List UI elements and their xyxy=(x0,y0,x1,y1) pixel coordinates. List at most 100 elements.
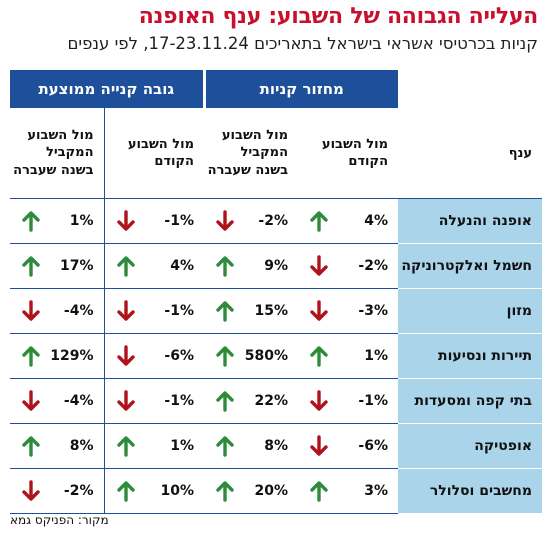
cell-value: 1% xyxy=(170,438,194,454)
cell-turnover-vs-prev-week: -3% xyxy=(298,288,399,334)
cell-value: 10% xyxy=(160,483,194,499)
arrow-down-icon xyxy=(22,480,40,501)
cell-avg-vs-prev-week: 4% xyxy=(103,243,204,289)
cell-turnover-vs-prev-week: -6% xyxy=(298,423,399,469)
sector-label: אופטיקה xyxy=(398,423,543,469)
group-header-avg-purchase: גובה קנייה ממוצעת xyxy=(10,70,204,108)
arrow-down-icon xyxy=(116,210,135,231)
cell-avg-vs-last-year: 1% xyxy=(10,198,104,244)
table-row: 8% 1% 8% -6% אופטיקה xyxy=(10,423,543,469)
cell-avg-vs-last-year: 129% xyxy=(10,333,104,379)
arrow-up-icon xyxy=(216,391,234,412)
cell-value: -1% xyxy=(164,393,194,409)
cell-turnover-vs-last-year: 9% xyxy=(204,243,298,289)
table-row: 1% -1% -2% 4% אופנה והנעלה xyxy=(10,198,543,244)
cell-turnover-vs-prev-week: 1% xyxy=(298,333,399,379)
cell-turnover-vs-prev-week: 4% xyxy=(298,198,399,244)
cell-value: 4% xyxy=(364,213,389,229)
cell-avg-vs-last-year: -4% xyxy=(10,288,104,334)
cell-value: 20% xyxy=(254,483,288,499)
cell-value: 17% xyxy=(59,258,94,274)
cell-value: -4% xyxy=(63,303,94,319)
cell-turnover-vs-last-year: 580% xyxy=(204,333,298,379)
arrow-up-icon xyxy=(310,346,328,367)
cell-avg-vs-prev-week: -6% xyxy=(103,333,204,379)
cell-turnover-vs-prev-week: -2% xyxy=(298,243,399,289)
arrow-up-icon xyxy=(216,256,234,277)
sector-label: מחשבים וסלולר xyxy=(398,468,543,514)
arrow-down-icon xyxy=(310,300,328,321)
cell-value: -2% xyxy=(258,213,288,229)
arrow-up-icon xyxy=(22,211,40,232)
cell-value: -2% xyxy=(63,483,94,499)
arrow-down-icon xyxy=(310,435,328,456)
cell-turnover-vs-last-year: 22% xyxy=(204,378,298,424)
cell-avg-vs-prev-week: 1% xyxy=(103,423,204,469)
cell-value: -1% xyxy=(358,393,389,409)
sector-label: חשמל ואלקטרוניקה xyxy=(398,243,543,289)
column-header-turnover-vs-prev-week: מול השבוע הקודם xyxy=(298,108,399,199)
cell-value: 8% xyxy=(264,438,288,454)
cell-avg-vs-prev-week: -1% xyxy=(103,198,204,244)
table-row: 129% -6% 580% 1% תיירות ונסיעות xyxy=(10,333,543,379)
arrow-down-icon xyxy=(310,390,328,411)
source-note: מקור: הפניקס גמא xyxy=(10,513,109,527)
cell-value: -4% xyxy=(63,393,94,409)
arrow-up-icon xyxy=(216,481,234,502)
sector-label: תיירות ונסיעות xyxy=(398,333,543,379)
cell-value: 1% xyxy=(364,348,389,364)
cell-avg-vs-last-year: -2% xyxy=(10,468,104,514)
column-header-avg-vs-last-year: מול השבוע המקביל בשנה שעברה xyxy=(10,108,104,199)
group-header-turnover: מחזור קניות xyxy=(202,70,399,108)
sector-label: אופנה והנעלה xyxy=(398,198,543,244)
column-header-sector: ענף xyxy=(398,108,543,199)
data-table: גובה קנייה ממוצעת מחזור קניות מול השבוע … xyxy=(10,70,543,514)
arrow-up-icon xyxy=(116,481,135,502)
column-header-row: מול השבוע המקביל בשנה שעברה מול השבוע הק… xyxy=(10,108,543,199)
arrow-up-icon xyxy=(116,436,135,457)
chart-title: העלייה הגבוהה של השבוע: ענף האופנה xyxy=(138,4,539,29)
cell-value: 22% xyxy=(254,393,288,409)
table-row: -4% -1% 22% -1% בתי קפה ומסעדות xyxy=(10,378,543,424)
cell-turnover-vs-last-year: 20% xyxy=(204,468,298,514)
cell-value: 9% xyxy=(264,258,288,274)
cell-turnover-vs-last-year: 8% xyxy=(204,423,298,469)
cell-value: 4% xyxy=(170,258,194,274)
cell-value: -3% xyxy=(358,303,389,319)
arrow-up-icon xyxy=(216,346,234,367)
cell-turnover-vs-last-year: 15% xyxy=(204,288,298,334)
group-header-empty xyxy=(398,70,542,108)
arrow-up-icon xyxy=(310,211,328,232)
arrow-down-icon xyxy=(116,300,135,321)
cell-avg-vs-last-year: 17% xyxy=(10,243,104,289)
cell-value: -6% xyxy=(358,438,389,454)
table-row: -2% 10% 20% 3% מחשבים וסלולר xyxy=(10,468,543,514)
arrow-down-icon xyxy=(216,210,234,231)
cell-value: 15% xyxy=(254,303,288,319)
sector-label: בתי קפה ומסעדות xyxy=(398,378,543,424)
column-header-turnover-vs-last-year: מול השבוע המקביל בשנה שעברה xyxy=(204,108,298,199)
cell-avg-vs-last-year: 8% xyxy=(10,423,104,469)
group-header-row: גובה קנייה ממוצעת מחזור קניות xyxy=(10,70,542,108)
arrow-down-icon xyxy=(22,300,40,321)
chart-subtitle: קניות בכרטיסי אשראי בישראל בתאריכים 17-2… xyxy=(67,34,538,53)
cell-value: -6% xyxy=(164,348,194,364)
cell-avg-vs-prev-week: -1% xyxy=(103,288,204,334)
cell-value: 3% xyxy=(364,483,389,499)
cell-turnover-vs-prev-week: -1% xyxy=(298,378,399,424)
cell-value: 8% xyxy=(69,438,94,454)
cell-turnover-vs-last-year: -2% xyxy=(204,198,298,244)
cell-value: 580% xyxy=(244,348,288,364)
cell-avg-vs-last-year: -4% xyxy=(10,378,104,424)
arrow-up-icon xyxy=(216,301,234,322)
table-row: -4% -1% 15% -3% מזון xyxy=(10,288,543,334)
cell-value: -1% xyxy=(164,213,194,229)
arrow-up-icon xyxy=(22,346,40,367)
cell-avg-vs-prev-week: -1% xyxy=(103,378,204,424)
cell-value: -1% xyxy=(164,303,194,319)
cell-value: -2% xyxy=(358,258,389,274)
cell-turnover-vs-prev-week: 3% xyxy=(298,468,399,514)
arrow-up-icon xyxy=(216,436,234,457)
arrow-down-icon xyxy=(116,390,135,411)
arrow-up-icon xyxy=(310,481,328,502)
